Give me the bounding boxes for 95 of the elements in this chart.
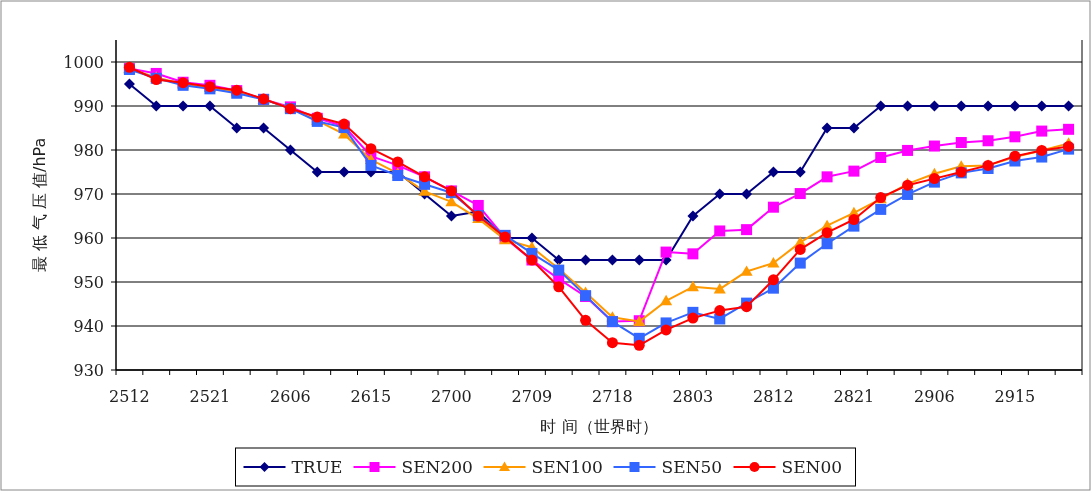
point bbox=[902, 144, 914, 156]
point bbox=[741, 188, 753, 200]
point bbox=[982, 100, 994, 112]
x-tick-label: 2803 bbox=[672, 387, 714, 406]
legend-label: SEN100 bbox=[531, 457, 603, 477]
point bbox=[1009, 131, 1021, 143]
point bbox=[875, 203, 887, 215]
point bbox=[794, 166, 806, 178]
x-tick-label: 2718 bbox=[592, 387, 633, 406]
x-tick-label: 2906 bbox=[914, 387, 955, 406]
point bbox=[553, 281, 565, 293]
point bbox=[1036, 125, 1048, 137]
y-tick-label: 970 bbox=[73, 185, 104, 204]
x-tick-label: 2700 bbox=[431, 387, 472, 406]
point bbox=[821, 122, 833, 134]
point bbox=[982, 135, 994, 147]
point bbox=[848, 165, 860, 177]
point bbox=[848, 122, 860, 134]
point bbox=[928, 140, 940, 152]
point bbox=[365, 159, 377, 171]
point bbox=[955, 137, 967, 149]
point bbox=[311, 166, 323, 178]
point bbox=[767, 274, 779, 286]
point bbox=[338, 166, 350, 178]
point bbox=[767, 201, 779, 213]
point bbox=[767, 166, 779, 178]
point bbox=[714, 188, 726, 200]
point bbox=[714, 305, 726, 317]
point bbox=[472, 199, 484, 211]
point bbox=[741, 301, 753, 313]
point bbox=[1063, 123, 1075, 135]
point bbox=[633, 254, 645, 266]
y-tick-label: 950 bbox=[73, 273, 104, 292]
point bbox=[177, 100, 189, 112]
point bbox=[875, 100, 887, 112]
point bbox=[713, 282, 726, 294]
point bbox=[660, 246, 672, 258]
point bbox=[445, 210, 457, 222]
point bbox=[553, 254, 565, 266]
legend-label: SEN200 bbox=[401, 457, 473, 477]
y-tick-label: 980 bbox=[73, 141, 104, 160]
y-axis-title: 最 低 气 压 值/hPa bbox=[30, 137, 49, 273]
point bbox=[794, 188, 806, 200]
point bbox=[526, 232, 538, 244]
point bbox=[1063, 100, 1075, 112]
x-axis-title: 时 间（世界时） bbox=[540, 417, 658, 436]
point bbox=[365, 143, 377, 155]
x-tick-label: 2606 bbox=[270, 387, 311, 406]
point bbox=[150, 100, 162, 112]
legend-label: SEN50 bbox=[661, 457, 723, 477]
point bbox=[741, 224, 753, 236]
point bbox=[714, 225, 726, 237]
point bbox=[687, 312, 699, 324]
y-tick-label: 1000 bbox=[63, 53, 104, 72]
point bbox=[580, 314, 592, 326]
point bbox=[258, 122, 270, 134]
point bbox=[821, 171, 833, 183]
y-tick-label: 940 bbox=[73, 317, 104, 336]
point bbox=[1036, 100, 1048, 112]
x-tick-label: 2812 bbox=[753, 387, 794, 406]
point bbox=[204, 100, 216, 112]
point bbox=[123, 78, 135, 90]
point bbox=[687, 248, 699, 260]
y-tick-label: 990 bbox=[73, 97, 104, 116]
legend-label: TRUE bbox=[291, 457, 343, 477]
point bbox=[660, 324, 672, 336]
y-tick-label: 960 bbox=[73, 229, 104, 248]
point bbox=[660, 294, 673, 306]
plot: 930 940 950 960 970 980 990 1000 2512 2521 2606 2615 2700 2709 2718 2803 2812 2821 2906 2915 时 间（世界时） 最 低 气 压 值/hPa bbox=[30, 39, 1083, 436]
x-tick-label: 2512 bbox=[109, 387, 150, 406]
y-tick-label: 930 bbox=[73, 361, 104, 380]
legend-label: SEN00 bbox=[781, 457, 843, 477]
point bbox=[794, 257, 806, 269]
point bbox=[875, 151, 887, 163]
x-tick-label: 2521 bbox=[189, 387, 231, 406]
point bbox=[392, 170, 404, 182]
x-tick-label: 2709 bbox=[511, 387, 553, 406]
point bbox=[821, 238, 833, 250]
point bbox=[955, 100, 967, 112]
point bbox=[284, 144, 296, 156]
point bbox=[1009, 100, 1021, 112]
point bbox=[231, 122, 243, 134]
point bbox=[606, 337, 618, 349]
point bbox=[902, 188, 914, 200]
point bbox=[740, 265, 753, 276]
point bbox=[633, 339, 645, 351]
x-tick-label: 2821 bbox=[833, 387, 875, 406]
x-tick-label: 2915 bbox=[994, 387, 1036, 406]
x-tick-label: 2615 bbox=[350, 387, 392, 406]
point bbox=[848, 214, 860, 226]
point bbox=[767, 257, 780, 268]
point bbox=[821, 227, 833, 239]
point bbox=[686, 280, 699, 292]
point bbox=[794, 243, 806, 255]
point bbox=[687, 210, 699, 222]
